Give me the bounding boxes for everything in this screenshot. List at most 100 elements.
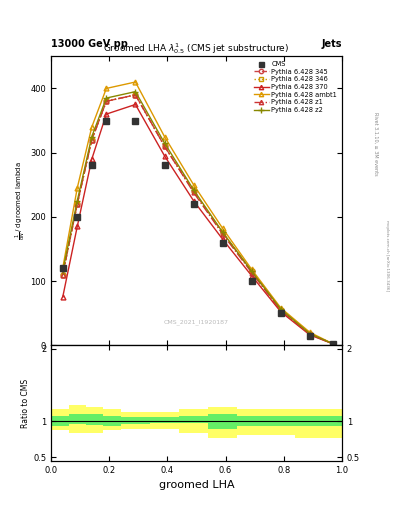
Pythia 6.428 ambt1 — [133, 79, 138, 85]
Pythia 6.428 345 — [162, 143, 167, 150]
Text: CMS_2021_I1920187: CMS_2021_I1920187 — [164, 319, 229, 325]
CMS — [162, 162, 167, 168]
Line: Pythia 6.428 z1: Pythia 6.428 z1 — [60, 92, 336, 347]
Pythia 6.428 370 — [104, 111, 109, 117]
Pythia 6.428 ambt1 — [191, 182, 196, 188]
Pythia 6.428 345 — [308, 331, 312, 337]
Pythia 6.428 ambt1 — [61, 265, 65, 271]
Text: mcplots.cern.ch [arXiv:1306.3436]: mcplots.cern.ch [arXiv:1306.3436] — [385, 221, 389, 291]
Pythia 6.428 z1 — [133, 92, 138, 98]
Pythia 6.428 ambt1 — [90, 124, 94, 130]
Line: Pythia 6.428 345: Pythia 6.428 345 — [60, 92, 336, 347]
Pythia 6.428 z2 — [75, 198, 80, 204]
Pythia 6.428 346 — [162, 143, 167, 150]
Pythia 6.428 z1 — [331, 341, 336, 347]
Pythia 6.428 z1 — [104, 98, 109, 104]
CMS — [279, 310, 283, 316]
Pythia 6.428 370 — [191, 198, 196, 204]
Pythia 6.428 345 — [220, 230, 225, 236]
Pythia 6.428 370 — [61, 294, 65, 300]
Pythia 6.428 z2 — [308, 331, 312, 337]
Pythia 6.428 370 — [331, 341, 336, 347]
Pythia 6.428 z1 — [75, 201, 80, 207]
Pythia 6.428 370 — [90, 156, 94, 162]
Pythia 6.428 345 — [250, 268, 254, 274]
Pythia 6.428 z2 — [220, 229, 225, 236]
Pythia 6.428 ambt1 — [220, 225, 225, 231]
CMS — [61, 265, 65, 271]
CMS — [220, 240, 225, 246]
Line: Pythia 6.428 ambt1: Pythia 6.428 ambt1 — [60, 79, 336, 347]
Pythia 6.428 z2 — [104, 95, 109, 101]
Pythia 6.428 345 — [61, 271, 65, 278]
Pythia 6.428 ambt1 — [279, 305, 283, 311]
Pythia 6.428 z1 — [162, 143, 167, 150]
Line: Pythia 6.428 370: Pythia 6.428 370 — [60, 102, 336, 347]
Pythia 6.428 345 — [90, 137, 94, 143]
Legend: CMS, Pythia 6.428 345, Pythia 6.428 346, Pythia 6.428 370, Pythia 6.428 ambt1, P: CMS, Pythia 6.428 345, Pythia 6.428 346,… — [253, 60, 339, 114]
Pythia 6.428 346 — [220, 230, 225, 236]
Pythia 6.428 ambt1 — [162, 134, 167, 140]
Y-axis label: $\frac{1}{\mathrm{d}N}\,/\,\mathrm{d}\,\mathrm{groomed\;lambda}$: $\frac{1}{\mathrm{d}N}\,/\,\mathrm{d}\,\… — [13, 161, 28, 240]
Title: Groomed LHA $\lambda^{1}_{0.5}$ (CMS jet substructure): Groomed LHA $\lambda^{1}_{0.5}$ (CMS jet… — [103, 41, 290, 56]
Pythia 6.428 z1 — [220, 231, 225, 237]
Pythia 6.428 345 — [133, 92, 138, 98]
Pythia 6.428 z2 — [191, 187, 196, 193]
Pythia 6.428 z2 — [90, 134, 94, 140]
Pythia 6.428 346 — [133, 92, 138, 98]
CMS — [191, 201, 196, 207]
Y-axis label: Ratio to CMS: Ratio to CMS — [21, 378, 30, 428]
Pythia 6.428 z2 — [162, 140, 167, 146]
Pythia 6.428 346 — [279, 307, 283, 313]
Pythia 6.428 370 — [162, 153, 167, 159]
Pythia 6.428 z2 — [133, 89, 138, 95]
Pythia 6.428 z1 — [279, 308, 283, 314]
Line: Pythia 6.428 346: Pythia 6.428 346 — [60, 92, 336, 347]
CMS — [90, 162, 94, 168]
Pythia 6.428 ambt1 — [75, 185, 80, 191]
Pythia 6.428 370 — [308, 332, 312, 338]
CMS — [104, 117, 109, 123]
Pythia 6.428 345 — [75, 201, 80, 207]
Text: Jets: Jets — [321, 38, 342, 49]
X-axis label: groomed LHA: groomed LHA — [159, 480, 234, 490]
Pythia 6.428 370 — [220, 236, 225, 242]
Pythia 6.428 ambt1 — [331, 341, 336, 347]
Pythia 6.428 345 — [331, 341, 336, 347]
Pythia 6.428 ambt1 — [308, 329, 312, 335]
CMS — [308, 332, 312, 338]
CMS — [250, 278, 254, 284]
Pythia 6.428 370 — [250, 273, 254, 279]
Pythia 6.428 z2 — [279, 306, 283, 312]
Pythia 6.428 z2 — [250, 268, 254, 274]
Pythia 6.428 370 — [279, 309, 283, 315]
Pythia 6.428 z1 — [61, 271, 65, 278]
Pythia 6.428 z1 — [191, 189, 196, 196]
Line: CMS: CMS — [60, 118, 336, 347]
CMS — [331, 341, 336, 347]
Pythia 6.428 346 — [75, 201, 80, 207]
CMS — [133, 117, 138, 123]
Pythia 6.428 ambt1 — [250, 266, 254, 272]
Pythia 6.428 z1 — [90, 137, 94, 143]
Text: 13000 GeV pp: 13000 GeV pp — [51, 38, 128, 49]
Pythia 6.428 346 — [250, 268, 254, 274]
Pythia 6.428 z2 — [61, 268, 65, 274]
Pythia 6.428 346 — [331, 341, 336, 347]
Pythia 6.428 345 — [279, 307, 283, 313]
Pythia 6.428 z1 — [250, 270, 254, 276]
Pythia 6.428 z1 — [308, 331, 312, 337]
Pythia 6.428 346 — [308, 331, 312, 337]
Pythia 6.428 346 — [90, 137, 94, 143]
Pythia 6.428 346 — [191, 188, 196, 194]
Pythia 6.428 370 — [75, 223, 80, 229]
Pythia 6.428 ambt1 — [104, 86, 109, 92]
Pythia 6.428 345 — [104, 98, 109, 104]
CMS — [75, 214, 80, 220]
Pythia 6.428 346 — [104, 98, 109, 104]
Line: Pythia 6.428 z2: Pythia 6.428 z2 — [60, 89, 336, 347]
Pythia 6.428 345 — [191, 188, 196, 194]
Pythia 6.428 z2 — [331, 341, 336, 347]
Pythia 6.428 370 — [133, 101, 138, 108]
Text: Rivet 3.1.10, ≥ 3M events: Rivet 3.1.10, ≥ 3M events — [373, 112, 378, 175]
